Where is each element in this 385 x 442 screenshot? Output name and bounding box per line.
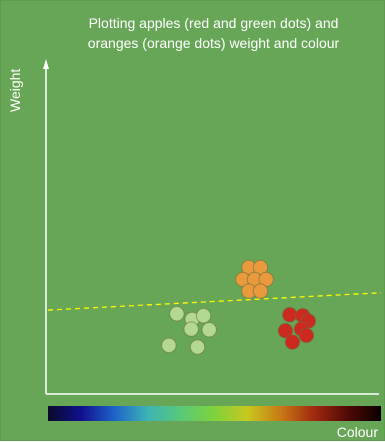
decision-boundary-line — [47, 292, 382, 311]
data-point-series-2-5 — [183, 321, 199, 337]
chart-title: Plotting apples (red and green dots) and… — [41, 13, 385, 53]
data-point-series-2-1 — [169, 306, 185, 322]
data-point-series-1-7 — [252, 283, 269, 299]
data-point-series-3-5 — [277, 323, 294, 339]
chart-title-line-2: oranges (orange dots) weight and colour — [87, 35, 340, 51]
data-point-series-2-4 — [201, 322, 217, 338]
x-axis-label: Colour — [336, 424, 378, 440]
data-point-series-3-6 — [298, 327, 315, 344]
data-point-series-2-7 — [189, 339, 206, 355]
chart-title-line-1: Plotting apples (red and green dots) and — [88, 15, 339, 31]
data-point-series-2-6 — [161, 337, 177, 354]
data-point-series-3-1 — [282, 307, 298, 323]
colour-scale-bar — [48, 406, 381, 421]
y-axis-arrow-icon — [43, 59, 49, 69]
data-point-series-3-7 — [284, 334, 301, 350]
data-point-series-2-3 — [195, 308, 212, 324]
